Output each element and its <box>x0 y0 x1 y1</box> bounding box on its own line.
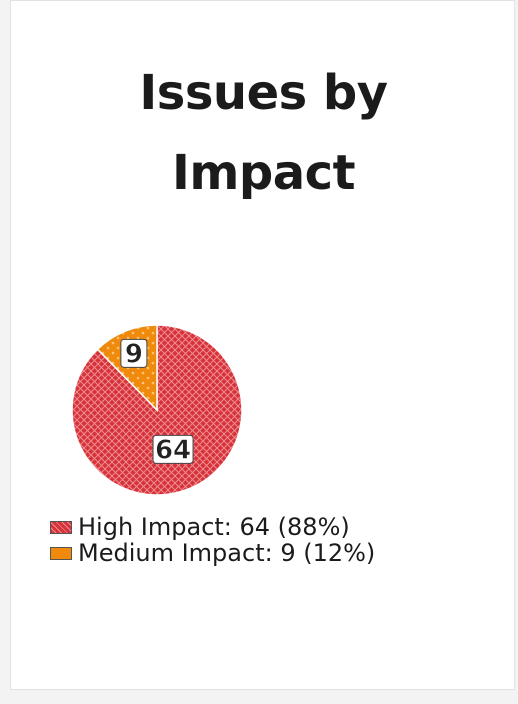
legend-label-high-impact: High Impact: 64 (88%) <box>78 513 350 541</box>
chart-legend: High Impact: 64 (88%) Medium Impact: 9 (… <box>50 514 375 566</box>
chart-card: Issues by Impact <box>10 0 515 690</box>
chart-title: Issues by Impact <box>11 53 516 213</box>
legend-swatch-high-impact <box>50 520 72 534</box>
legend-item-high-impact: High Impact: 64 (88%) <box>50 514 375 540</box>
legend-label-medium-impact: Medium Impact: 9 (12%) <box>78 539 376 567</box>
chart-title-line-1: Issues by <box>139 65 388 121</box>
pie-label-medium-impact: 9 <box>120 338 148 370</box>
chart-title-line-2: Impact <box>171 145 356 201</box>
pie-label-high-impact: 64 <box>152 434 194 466</box>
legend-swatch-medium-impact <box>50 546 72 560</box>
legend-item-medium-impact: Medium Impact: 9 (12%) <box>50 540 375 566</box>
pie-chart: 64 9 <box>71 324 243 496</box>
svg-text:9: 9 <box>125 339 143 369</box>
svg-text:64: 64 <box>155 435 191 465</box>
